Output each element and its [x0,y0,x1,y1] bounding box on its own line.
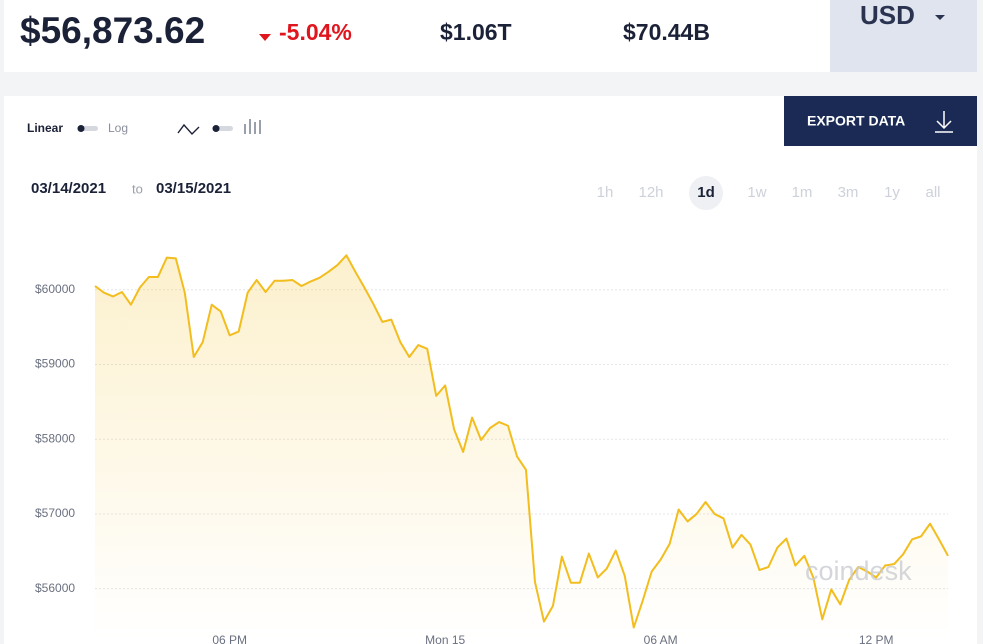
timeframe-button[interactable]: 1m [792,184,813,201]
bar-icon [244,119,261,134]
date-separator: to [132,181,143,196]
price-line [94,254,949,629]
scale-log: Log [108,121,128,135]
header-card [4,0,977,72]
export-button[interactable]: EXPORT DATA [784,96,977,146]
timeframe-button[interactable]: 1y [884,184,900,201]
currency-dropdown[interactable]: USD [830,0,977,72]
timeframe-button[interactable]: 1h [597,184,614,201]
x-tick-label: 12 PM [859,633,894,644]
currency-box [830,0,977,72]
timeframe-button[interactable]: 1d [697,184,715,201]
style-toggle[interactable] [177,119,261,136]
y-tick-label: $59000 [35,357,75,371]
x-tick-label: 06 PM [212,633,247,644]
price: $56,873.62 [20,10,205,51]
date-to[interactable]: 03/15/2021 [156,180,231,197]
currency: USD [860,0,915,30]
x-tick-label: Mon 15 [425,633,465,644]
timeframe-selected-bg [689,176,723,210]
timeframe-button[interactable]: 12h [638,184,663,201]
export-label: EXPORT DATA [807,113,905,129]
timeframe-group: 1h 12h 1d 1w 1m 3m 1y all [597,176,941,210]
y-tick-label: $60000 [35,282,75,296]
y-tick-label: $58000 [35,431,75,445]
price-change: -5.04% [279,19,352,45]
export-bg [784,96,977,146]
y-tick-label: $57000 [35,506,75,520]
timeframe-button[interactable]: 1w [747,184,766,201]
line-icon [177,123,200,136]
scale-linear: Linear [27,121,63,135]
plot: $56000 $57000 $58000 $59000 $60000 06 PM Mon 1… [35,254,949,644]
toggle-knob [77,125,85,132]
timeframe-button[interactable]: all [925,184,940,201]
x-tick-label: 06 AM [644,633,678,644]
timeframe-button[interactable]: 3m [838,184,859,201]
scale-toggle[interactable]: Linear Log [27,121,128,135]
volume: $70.44B [623,19,710,45]
toggle-knob [212,125,220,132]
caret [935,15,945,20]
date-from[interactable]: 03/14/2021 [31,180,106,197]
market-cap: $1.06T [440,19,512,45]
y-tick-label: $56000 [35,581,75,595]
watermark: coindesk [805,556,912,586]
down-arrow [259,34,271,41]
download-icon [935,111,953,133]
